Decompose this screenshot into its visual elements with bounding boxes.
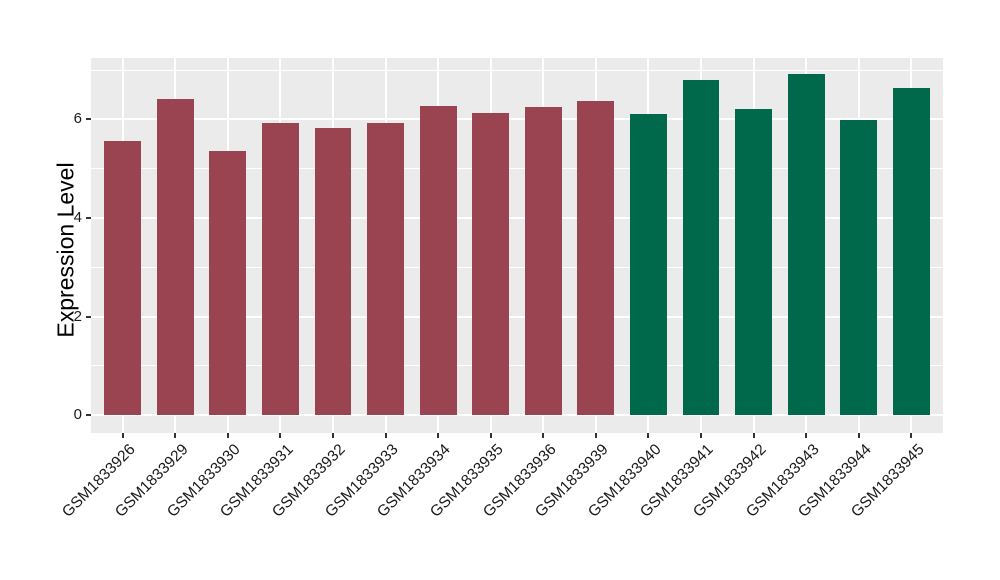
y-tick-mark — [86, 315, 91, 318]
bar — [735, 108, 773, 416]
bar — [524, 106, 562, 416]
bar — [840, 120, 878, 416]
x-tick-mark — [805, 433, 808, 438]
x-tick-mark — [594, 433, 597, 438]
bar — [682, 79, 720, 416]
bar — [261, 122, 299, 416]
gridline-minor — [91, 69, 943, 71]
y-tick-mark — [86, 414, 91, 417]
bar — [156, 99, 194, 416]
bar — [209, 151, 247, 416]
x-tick-mark — [121, 433, 124, 438]
y-tick-label: 0 — [73, 406, 82, 424]
bar — [314, 128, 352, 416]
x-tick-mark — [857, 433, 860, 438]
x-tick-mark — [542, 433, 545, 438]
plot-panel — [91, 58, 943, 433]
x-tick-mark — [174, 433, 177, 438]
gridline-minor — [91, 365, 943, 367]
x-tick-mark — [910, 433, 913, 438]
y-tick-mark — [86, 118, 91, 121]
gridline-major — [91, 315, 943, 318]
y-tick-label: 4 — [73, 208, 82, 226]
bar — [893, 87, 930, 416]
gridline-major — [91, 414, 943, 417]
bar — [472, 112, 510, 416]
gridline-minor — [91, 168, 943, 170]
gridline-minor — [91, 266, 943, 268]
bar — [419, 105, 457, 416]
bar — [787, 73, 825, 416]
x-tick-mark — [752, 433, 755, 438]
x-tick-mark — [331, 433, 334, 438]
gridline-major — [91, 216, 943, 219]
bar — [367, 123, 404, 416]
x-tick-mark — [489, 433, 492, 438]
bar — [630, 113, 667, 416]
y-tick-label: 6 — [73, 110, 82, 128]
x-tick-mark — [279, 433, 282, 438]
y-tick-label: 2 — [73, 307, 82, 325]
bar — [577, 101, 615, 416]
x-tick-mark — [437, 433, 440, 438]
y-tick-mark — [86, 216, 91, 219]
x-tick-mark — [226, 433, 229, 438]
gridline-major — [91, 118, 943, 121]
x-tick-mark — [384, 433, 387, 438]
x-tick-mark — [700, 433, 703, 438]
bar — [104, 141, 141, 416]
x-tick-mark — [647, 433, 650, 438]
